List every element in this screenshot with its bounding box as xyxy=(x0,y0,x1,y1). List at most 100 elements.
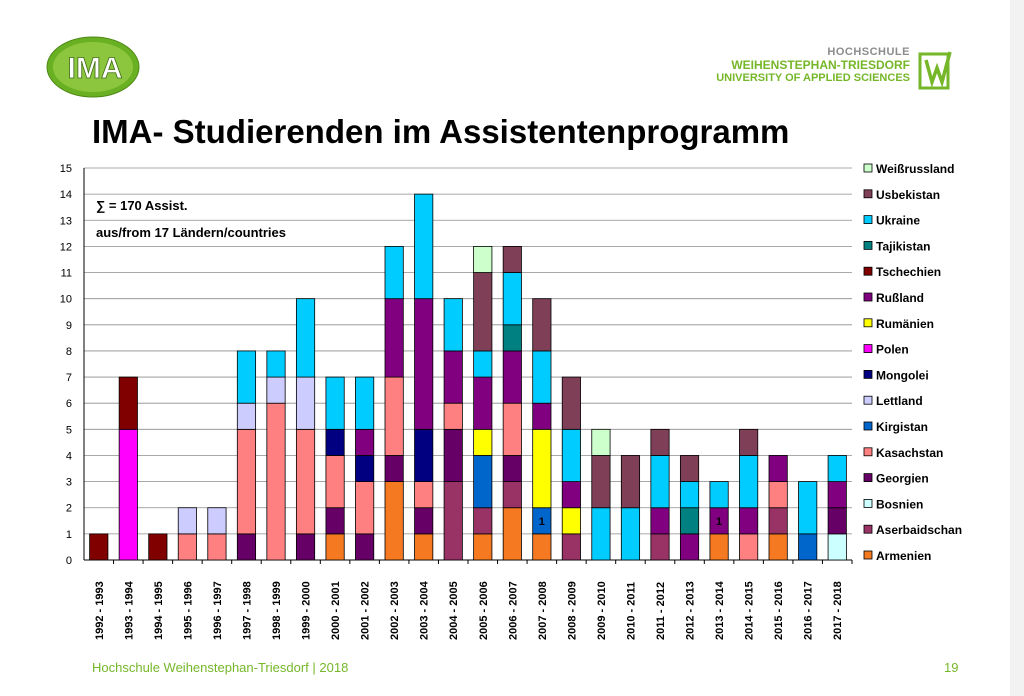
bar-segment xyxy=(295,298,316,378)
legend-label: Georgien xyxy=(876,472,929,486)
bar-segment xyxy=(207,507,227,535)
bar-segment xyxy=(502,455,522,483)
x-tick-label: 2008 - 2009 xyxy=(566,581,578,640)
legend-swatch xyxy=(863,369,873,379)
ima-logo-text: IMA xyxy=(68,52,123,85)
legend-label: Lettland xyxy=(876,394,923,408)
bar-segment xyxy=(355,533,375,561)
bar-segment xyxy=(295,376,316,430)
bar-segment xyxy=(236,350,257,404)
legend-swatch xyxy=(863,447,873,457)
x-tick-label: 2009 - 2010 xyxy=(596,581,608,640)
bar-segment xyxy=(561,376,581,430)
x-tick-label: 1999 - 2000 xyxy=(301,581,313,640)
bar-segment xyxy=(620,507,641,561)
bar-segment xyxy=(295,533,316,561)
legend-label: Usbekistan xyxy=(876,188,940,202)
x-tick-label: 2004 - 2005 xyxy=(448,581,460,640)
x-tick-label: 1993 - 1994 xyxy=(123,580,135,640)
university-line-3: UNIVERSITY OF APPLIED SCIENCES xyxy=(716,72,910,84)
bar-segment xyxy=(532,298,552,352)
y-tick-label: 1 xyxy=(66,529,72,541)
y-tick-label: 15 xyxy=(60,163,72,175)
bar-segment xyxy=(473,507,493,535)
legend-label: Mongolei xyxy=(876,368,929,382)
bar-segment xyxy=(679,481,700,509)
y-tick-label: 5 xyxy=(66,424,72,436)
x-tick-label: 1998 - 1999 xyxy=(271,581,283,640)
bar-segment xyxy=(414,533,434,561)
legend-label: Rumänien xyxy=(876,317,934,331)
bar-segment xyxy=(620,455,641,509)
y-tick-label: 14 xyxy=(60,189,72,201)
legend-swatch xyxy=(863,189,873,199)
legend-swatch xyxy=(863,344,873,354)
y-tick-label: 3 xyxy=(66,477,72,489)
bar-segment xyxy=(443,402,463,430)
bar-segment xyxy=(532,428,552,509)
bar-segment xyxy=(502,481,522,509)
x-tick-label: 2017 - 2018 xyxy=(832,581,844,640)
bar-segment xyxy=(798,533,818,561)
bar-segment xyxy=(325,455,345,509)
bar-segment xyxy=(739,428,759,456)
bar-segment xyxy=(768,533,788,561)
y-tick-label: 9 xyxy=(66,320,72,332)
bar-segment xyxy=(827,481,847,509)
legend-label: Polen xyxy=(876,343,909,357)
bar-segment xyxy=(561,533,581,561)
x-tick-label: 2012 - 2013 xyxy=(685,581,697,640)
bar-segment xyxy=(207,533,227,561)
bar-segment xyxy=(177,507,197,535)
bar-segment xyxy=(650,533,670,561)
legend-swatch xyxy=(863,498,873,508)
bar-segment xyxy=(325,428,345,456)
legend-swatch xyxy=(863,163,873,173)
bar-segment xyxy=(266,402,286,561)
bar-segment xyxy=(502,507,522,561)
legend-label: Kirgistan xyxy=(876,420,928,434)
y-tick-label: 11 xyxy=(61,268,72,280)
bar-segment xyxy=(355,481,375,535)
x-tick-label: 1996 - 1997 xyxy=(212,581,224,640)
university-mark-icon xyxy=(918,51,952,90)
bar-segment xyxy=(591,455,611,509)
data-label: 1 xyxy=(716,516,722,528)
bar-segment xyxy=(89,533,109,561)
bar-segment xyxy=(591,428,611,456)
legend-swatch xyxy=(863,266,873,276)
sum-note: ∑ = 170 Assist. xyxy=(96,198,188,213)
x-tick-label: 2011 - 2012 xyxy=(655,582,667,640)
bar-segment xyxy=(325,376,345,430)
bar-segment xyxy=(679,507,700,535)
y-tick-label: 10 xyxy=(60,294,72,306)
ima-logo: IMA xyxy=(46,36,140,98)
bar-segment xyxy=(502,245,522,273)
bar-segment xyxy=(118,376,138,430)
bar-segment xyxy=(414,507,434,535)
legend-label: Armenien xyxy=(876,549,931,563)
footer-text: Hochschule Weihenstephan-Triesdorf | 201… xyxy=(92,660,349,675)
countries-note: aus/from 17 Ländern/countries xyxy=(96,225,286,240)
bar-segment xyxy=(443,350,463,404)
legend-swatch xyxy=(863,318,873,328)
x-tick-label: 2015 - 2016 xyxy=(773,581,785,640)
x-tick-label: 2016 - 2017 xyxy=(803,581,815,640)
bar-segment xyxy=(739,507,759,535)
bar-segment xyxy=(502,324,522,352)
legend-swatch xyxy=(863,421,873,431)
legend-swatch xyxy=(863,215,873,225)
page-number: 19 xyxy=(944,660,959,675)
bar-segment xyxy=(384,245,404,300)
bar-segment xyxy=(561,507,581,535)
bar-segment xyxy=(502,402,522,456)
bar-segment xyxy=(650,428,670,456)
bar-segment xyxy=(414,428,434,483)
bar-segment xyxy=(679,455,700,483)
x-tick-label: 2006 - 2007 xyxy=(507,581,519,640)
bar-segment xyxy=(739,533,759,561)
bar-segment xyxy=(355,455,375,483)
y-tick-label: 4 xyxy=(66,450,72,462)
legend-swatch xyxy=(863,524,873,534)
bar-segment xyxy=(266,376,286,404)
